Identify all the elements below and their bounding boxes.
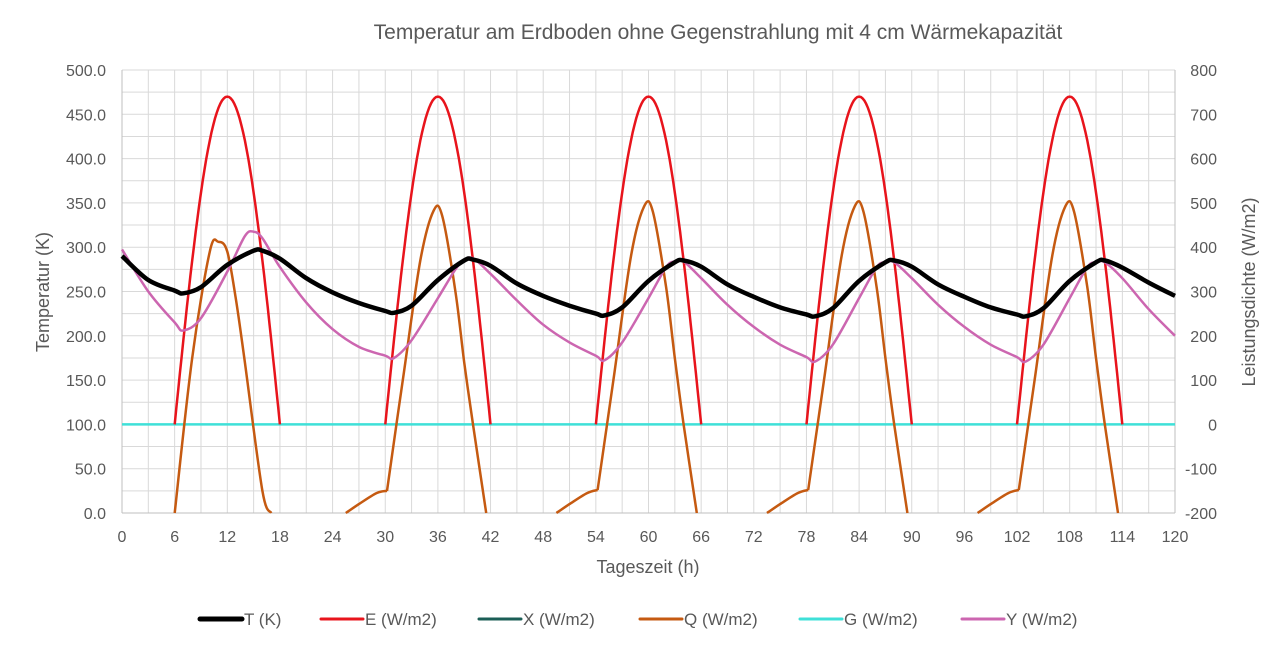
legend-label: T (K) (244, 610, 281, 629)
y2-tick-label: 200 (1190, 329, 1217, 346)
legend-label: E (W/m2) (365, 610, 437, 629)
series-E-line (173, 95, 282, 425)
series-Q-line (1017, 200, 1120, 514)
x-tick-label: 6 (170, 529, 179, 546)
y2-tick-label: -100 (1185, 462, 1217, 479)
x-tick-label: 42 (482, 529, 500, 546)
series-T-line (120, 247, 1177, 319)
y-tick-label: 450.0 (66, 107, 106, 124)
y2-tick-label: 600 (1190, 152, 1217, 169)
legend-label: G (W/m2) (844, 610, 918, 629)
legend-label: X (W/m2) (523, 610, 595, 629)
y2-axis-title: Leistungsdichte (W/m2) (1239, 197, 1259, 386)
series-Y-line (120, 229, 1176, 364)
x-tick-label: 102 (1004, 529, 1031, 546)
series-Q-line (173, 238, 273, 514)
x-tick-label: 12 (218, 529, 236, 546)
x-tick-label: 36 (429, 529, 447, 546)
y-tick-label: 500.0 (66, 63, 106, 80)
y-tick-label: 100.0 (66, 417, 106, 434)
y-tick-label: 350.0 (66, 196, 106, 213)
y-tick-label: 50.0 (75, 462, 106, 479)
series-Q-line (596, 200, 699, 514)
y-axis-title: Temperatur (K) (33, 232, 53, 352)
series-group (120, 95, 1177, 515)
x-tick-label: 120 (1162, 529, 1189, 546)
legend: T (K) E (W/m2) X (W/m2) Q (W/m2) G (W/m2) Y (… (197, 610, 1077, 629)
legend-label: Q (W/m2) (684, 610, 758, 629)
x-tick-label: 0 (118, 529, 127, 546)
y2-tick-label: 400 (1190, 240, 1217, 257)
y-tick-label: 0.0 (84, 506, 106, 523)
series-Q-line (766, 488, 809, 515)
y2-tick-label: 300 (1190, 285, 1217, 302)
series-Q-line (976, 488, 1020, 515)
x-tick-label: 84 (850, 529, 868, 546)
series-Q-line (385, 204, 488, 514)
y-tick-label: 300.0 (66, 240, 106, 257)
legend-label: Y (W/m2) (1006, 610, 1077, 629)
x-tick-label: 60 (640, 529, 658, 546)
x-tick-label: 24 (324, 529, 342, 546)
y-tick-label: 250.0 (66, 285, 106, 302)
series-Q-line (555, 488, 598, 515)
x-tick-label: 48 (534, 529, 552, 546)
x-axis-title: Tageszeit (h) (596, 557, 699, 577)
y2-tick-label: -200 (1185, 506, 1217, 523)
y-tick-label: 400.0 (66, 152, 106, 169)
x-tick-label: 108 (1056, 529, 1083, 546)
x-tick-label: 90 (903, 529, 921, 546)
y2-tick-label: 700 (1190, 107, 1217, 124)
y-tick-label: 150.0 (66, 373, 106, 390)
x-tick-label: 18 (271, 529, 289, 546)
y2-tick-label: 800 (1190, 63, 1217, 80)
x-tick-label: 78 (798, 529, 816, 546)
series-Q-line (806, 200, 909, 514)
x-tick-label: 30 (376, 529, 394, 546)
axes: 0 6 12 18 24 30 36 42 48 54 60 66 72 78 84 90 96 102 108 11… (66, 63, 1217, 546)
x-tick-label: 66 (692, 529, 710, 546)
chart-title: Temperatur am Erdboden ohne Gegenstrahlu… (374, 21, 1063, 44)
y2-tick-label: 500 (1190, 196, 1217, 213)
y-tick-label: 200.0 (66, 329, 106, 346)
x-tick-label: 54 (587, 529, 605, 546)
x-tick-label: 114 (1110, 529, 1136, 546)
y2-tick-label: 100 (1190, 373, 1217, 390)
y2-tick-label: 0 (1208, 417, 1217, 434)
gridlines (122, 69, 1175, 513)
series-Q-line (345, 489, 388, 515)
x-tick-label: 96 (956, 529, 974, 546)
x-tick-label: 72 (745, 529, 763, 546)
